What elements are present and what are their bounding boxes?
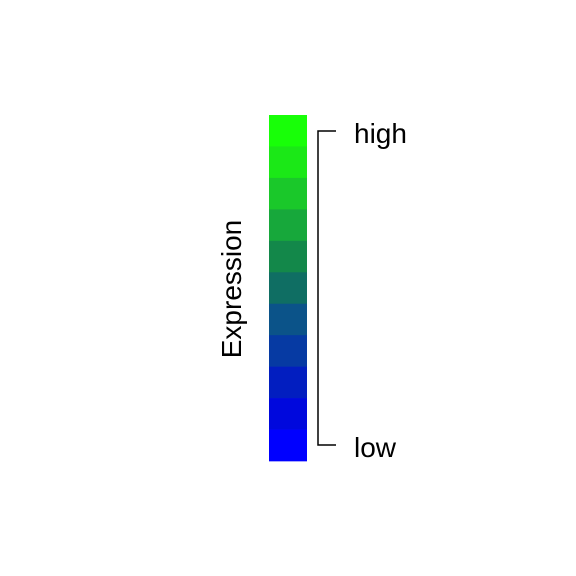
color-scale-label: Expression (216, 220, 247, 359)
color-step (269, 209, 307, 242)
color-step (269, 335, 307, 367)
color-step (269, 240, 307, 273)
low-label: low (354, 432, 397, 463)
color-step (269, 366, 307, 399)
scale-bracket (317, 130, 336, 446)
high-label: high (354, 118, 407, 149)
color-bar (269, 115, 307, 462)
color-step (269, 146, 307, 179)
color-step (269, 177, 307, 210)
color-step (269, 429, 307, 462)
color-step (269, 398, 307, 430)
color-step (269, 115, 307, 147)
color-step (269, 303, 307, 336)
color-step (269, 272, 307, 305)
